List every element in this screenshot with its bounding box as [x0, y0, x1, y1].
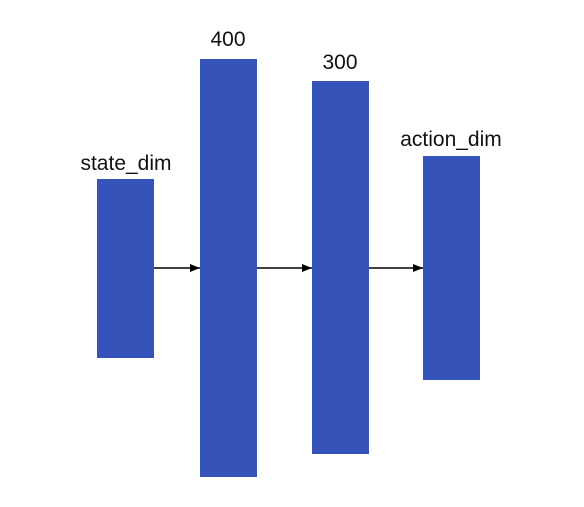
connection-arrows [0, 0, 584, 507]
network-diagram: state_dim 400 300 action_dim [0, 0, 584, 507]
